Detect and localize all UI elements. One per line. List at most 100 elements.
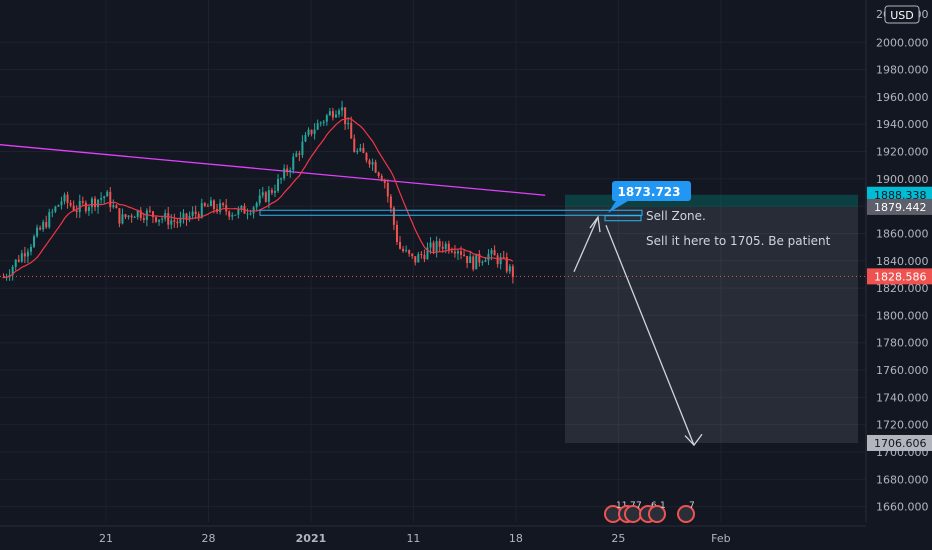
candle-body [234,214,237,216]
candle-body [151,211,154,218]
candle-body [97,199,100,208]
sell-target-note: Sell it here to 1705. Be patient [646,234,831,248]
candle-body [60,201,63,206]
price-tick-label: 1900.000 [876,173,929,186]
candle-body [133,216,136,218]
candle-body [331,111,334,118]
candle-body [423,254,426,260]
candle-body [14,259,17,267]
candle-body [219,203,222,212]
candle-body [100,198,103,200]
candle-body [319,122,322,124]
time-tick-label: 2021 [296,532,327,545]
time-tick-label: Feb [711,532,730,545]
candle-body [395,224,398,242]
candle-body [103,196,106,199]
price-tag-text: 1706.606 [874,437,927,450]
candle-body [325,115,328,122]
candle-body [258,195,261,204]
candle-body [432,242,435,252]
candle-body [33,236,36,247]
candle-body [209,200,212,207]
candle-body [420,254,423,256]
candle-body [444,243,447,249]
candle-body [197,214,200,218]
candle-body [386,182,389,197]
candle-body [273,191,276,193]
up-arrow [573,216,599,272]
candle-body [450,251,453,253]
drawing-overlays[interactable]: 1873.723 Sell Zone. Sell it here to 1705. … [0,181,866,447]
candle-body [277,178,280,192]
candle-body [475,253,478,270]
candle-body [408,250,411,254]
candle-body [298,153,301,155]
price-tag-text: 1879.442 [874,201,927,214]
candle-body [456,251,459,254]
ma-line [3,117,514,278]
currency-label: USD [890,9,914,22]
candle-body [341,107,344,111]
candle-body [127,215,130,218]
candle-body [72,205,75,211]
candle-body [368,160,371,165]
candle-body [48,212,51,228]
candle-body [118,208,121,224]
candle-body [203,203,206,206]
up-arrowhead [589,215,601,233]
candle-body [353,138,356,153]
candle-body [17,259,20,262]
candle-body [237,209,240,215]
candle-body [185,213,188,220]
candle-body [106,191,109,197]
candle-body [63,194,66,202]
candle-body [377,172,380,177]
price-tick-label: 1940.000 [876,118,929,131]
economic-events[interactable]: 1177617 [604,501,695,523]
candle-body [487,253,490,261]
candle-body [490,250,493,254]
trendline-line [0,144,546,196]
price-tick-label: 1740.000 [876,391,929,404]
candle-body [484,260,487,262]
candle-body [270,190,273,193]
candle-body [344,107,347,125]
price-tag-zone-level [867,198,932,215]
price-tick-label: 2000.000 [876,36,929,49]
event-count: 1 [660,501,666,511]
candle-body [414,256,417,263]
candle-body [350,122,353,139]
candle-body [310,129,313,134]
candle-body [472,256,475,270]
candle-body [362,147,365,154]
candle-body [399,241,402,249]
time-axis[interactable]: 21 28 2021 11 18 25 Feb [0,525,866,545]
candles [2,100,514,284]
candle-body [23,253,26,257]
candle-body [283,168,286,179]
candle-body [136,210,139,217]
candle-body [493,250,496,256]
candle-body [81,201,84,203]
candle-body [191,211,194,216]
price-axis[interactable]: 1660.0001680.0001700.0001720.0001740.000… [865,0,932,550]
candle-body [286,168,289,173]
candle-body [39,227,42,230]
candle-body [94,198,97,208]
candle-body [496,255,499,265]
candle-body [112,205,115,208]
candle-body [463,254,466,257]
price-tick-label: 1840.000 [876,255,929,268]
candle-body [301,141,304,155]
trendline[interactable] [0,144,546,196]
candle-body [505,257,508,272]
candle-body [249,213,252,215]
event-count: 7 [689,501,695,511]
candle-body [380,176,383,181]
price-tick-label: 1820.000 [876,282,929,295]
candle-body [261,192,264,196]
candle-body [246,213,249,215]
candle-body [228,211,231,217]
price-tag-zone-top [867,186,932,203]
